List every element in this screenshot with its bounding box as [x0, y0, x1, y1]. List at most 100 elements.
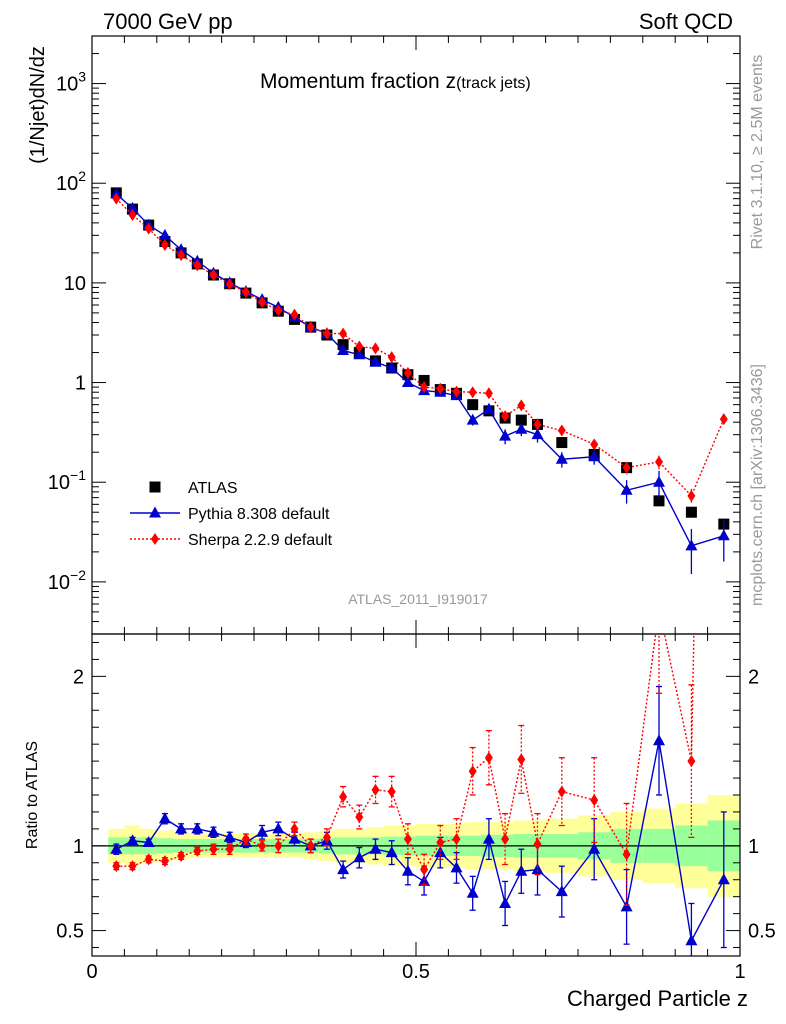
ratio-point-triangle	[685, 934, 698, 946]
main-point-diamond	[193, 259, 202, 272]
ratio-ytick-label: 0.5	[56, 921, 84, 943]
ratio-point-triangle	[531, 863, 544, 875]
ratio-point-diamond	[371, 783, 380, 796]
ratio-point-diamond	[484, 751, 493, 764]
ratio-point-triangle	[223, 830, 236, 842]
ratio-point-triangle	[434, 846, 447, 858]
main-point-square	[515, 414, 527, 426]
main-point-diamond	[719, 413, 728, 426]
main-point-triangle	[555, 452, 568, 464]
main-point-triangle	[717, 529, 730, 541]
main-point-diamond	[306, 321, 315, 334]
ratio-point-triangle	[450, 861, 463, 873]
main-point-square	[467, 399, 479, 411]
ratio-ytick-label-right: 1	[748, 836, 759, 858]
ratio-point-diamond	[128, 860, 137, 873]
main-point-diamond	[144, 222, 153, 235]
main-ytick-label: 103	[56, 69, 86, 96]
ratio-point-triangle	[499, 896, 512, 908]
ratio-point-diamond	[209, 843, 218, 856]
ratio-point-diamond	[517, 753, 526, 766]
ratio-point-diamond	[533, 838, 542, 851]
header-left: 7000 GeV pp	[103, 9, 233, 34]
ratio-point-diamond	[355, 811, 364, 824]
main-point-diamond	[128, 208, 137, 221]
main-point-diamond	[209, 268, 218, 281]
legend-label-diamond: Sherpa 2.2.9 default	[188, 532, 333, 549]
main-point-diamond	[622, 461, 631, 474]
ratio-point-diamond	[306, 839, 315, 852]
legend-marker-square	[149, 481, 161, 493]
main-point-triangle	[158, 228, 171, 240]
main-point-diamond	[687, 489, 696, 502]
main-point-diamond	[655, 455, 663, 468]
ratio-point-diamond	[241, 833, 250, 846]
ratio-point-diamond	[144, 853, 153, 866]
main-point-square	[418, 374, 430, 386]
main-point-diamond	[590, 438, 599, 451]
main-point-diamond	[501, 410, 510, 423]
main-point-triangle	[531, 428, 544, 440]
ratio-point-diamond	[622, 848, 631, 861]
ratio-axis-ticks: 0.5 0.51 12 20 0.5 1	[56, 634, 776, 983]
ratio-point-diamond	[452, 833, 461, 846]
main-point-diamond	[160, 238, 169, 251]
x-axis-label: Charged Particle z	[567, 986, 748, 1011]
ratio-point-diamond	[339, 790, 348, 803]
ratio-point-diamond	[501, 833, 510, 846]
main-point-diamond	[371, 342, 380, 355]
main-point-triangle	[482, 402, 495, 414]
ratio-point-triangle	[175, 822, 188, 834]
ratio-point-triangle	[272, 822, 285, 834]
ratio-ytick-label-right: 0.5	[748, 921, 776, 943]
main-plot-area	[110, 187, 730, 574]
ratio-line-diamond	[116, 634, 695, 871]
ratio-point-diamond	[290, 822, 299, 835]
ratio-point-diamond	[557, 785, 566, 798]
ratio-point-triangle	[191, 822, 204, 834]
main-point-diamond	[258, 296, 267, 309]
legend: ATLAS Pythia 8.308 default Sherpa 2.2.9 de…	[130, 480, 333, 549]
ratio-point-triangle	[717, 873, 730, 885]
main-title-sub: (track jets)	[456, 75, 531, 92]
ratio-point-triangle	[466, 886, 479, 898]
xtick-label: 1	[734, 961, 745, 983]
ratio-series-group	[110, 634, 730, 956]
xtick-label: 0	[86, 961, 97, 983]
ratio-point-diamond	[590, 794, 599, 807]
side-text-rivet: Rivet 3.1.10, ≥ 2.5M events	[749, 55, 766, 250]
main-point-triangle	[401, 376, 414, 388]
ratio-point-triangle	[385, 846, 398, 858]
xtick-label: 0.5	[402, 961, 430, 983]
side-text-mcplots: mcplots.cern.ch [arXiv:1306.3436]	[749, 364, 766, 606]
main-point-triangle	[353, 348, 366, 360]
main-point-diamond	[484, 387, 493, 400]
ratio-point-diamond	[225, 843, 234, 856]
main-point-diamond	[436, 382, 445, 395]
ratio-point-triangle	[158, 812, 171, 824]
legend-marker-triangle	[149, 506, 161, 518]
main-point-square	[556, 437, 568, 449]
ratio-point-triangle	[369, 842, 382, 854]
ratio-point-diamond	[193, 844, 202, 857]
main-ytick-label: 10−1	[48, 467, 86, 494]
ratio-point-triangle	[256, 825, 269, 837]
main-point-diamond	[533, 418, 542, 431]
main-point-diamond	[387, 351, 396, 364]
legend-marker-diamond	[151, 533, 159, 545]
main-point-diamond	[322, 327, 331, 340]
ratio-point-diamond	[258, 839, 267, 852]
main-point-diamond	[355, 340, 364, 353]
ratio-ytick-label: 2	[73, 666, 84, 688]
ratio-point-diamond	[322, 831, 331, 844]
main-ylabel: (1/Njet)dN/dz	[27, 46, 49, 164]
main-point-diamond	[177, 249, 186, 262]
ratio-point-triangle	[353, 851, 366, 863]
ratio-point-diamond	[436, 836, 445, 849]
ratio-point-diamond	[177, 850, 186, 863]
ratio-point-diamond	[468, 765, 477, 778]
main-point-triangle	[515, 422, 528, 434]
main-point-triangle	[337, 343, 350, 355]
ratio-point-diamond	[687, 755, 696, 768]
main-point-diamond	[274, 304, 283, 317]
